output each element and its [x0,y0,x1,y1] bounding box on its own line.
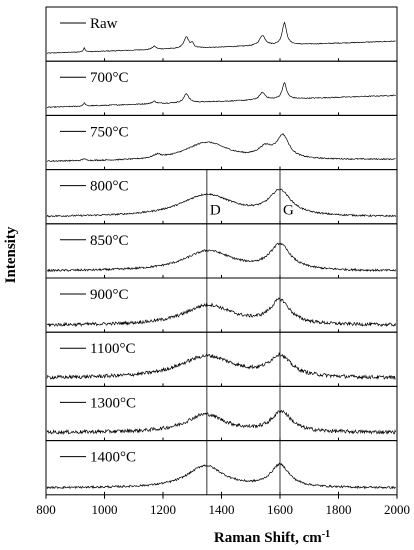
panels-group: Raw 700°C 750°C 800°C 850°C 900°C 1100°C 1300°C… [45,6,398,496]
spectrum-line [46,409,396,435]
spectrum-line [46,242,396,273]
legend-label: Raw [90,16,118,32]
ref-label-d: D [210,203,221,219]
x-tick-label: 800 [36,502,56,517]
x-axis-label: Raman Shift, cm-1 [214,529,330,547]
x-tick-label: 2000 [384,502,410,517]
spectrum-line [46,133,396,163]
legend-label: 700°C [90,70,129,86]
x-axis-label-sup: -1 [322,529,330,540]
y-axis-label: Intensity [3,226,19,283]
legend-label: 1300°C [90,395,136,411]
legend-label: 900°C [90,287,129,303]
x-tick-label: 1400 [209,502,235,517]
legend-label: 800°C [90,179,129,195]
spectrum-line [46,297,396,328]
x-tick-label: 1000 [92,502,118,517]
spectrum-line [46,462,396,490]
legend-label: 750°C [90,124,129,140]
ref-label-g: G [283,203,294,219]
x-tick-label: 1600 [267,502,293,517]
legend-label: 850°C [90,233,129,249]
spectrum-line [46,81,396,109]
x-axis: 800 1000 1200 1400 1600 1800 2000 [36,494,410,517]
x-axis-label-main: Raman Shift, cm [214,530,322,546]
legend-label: 1100°C [90,341,135,357]
spectrum-line [46,352,396,380]
x-tick-label: 1200 [150,502,176,517]
x-tick-label: 1800 [326,502,352,517]
spectrum-line [46,188,396,218]
legend-label: 1400°C [90,450,136,466]
spectrum-line [46,21,396,54]
